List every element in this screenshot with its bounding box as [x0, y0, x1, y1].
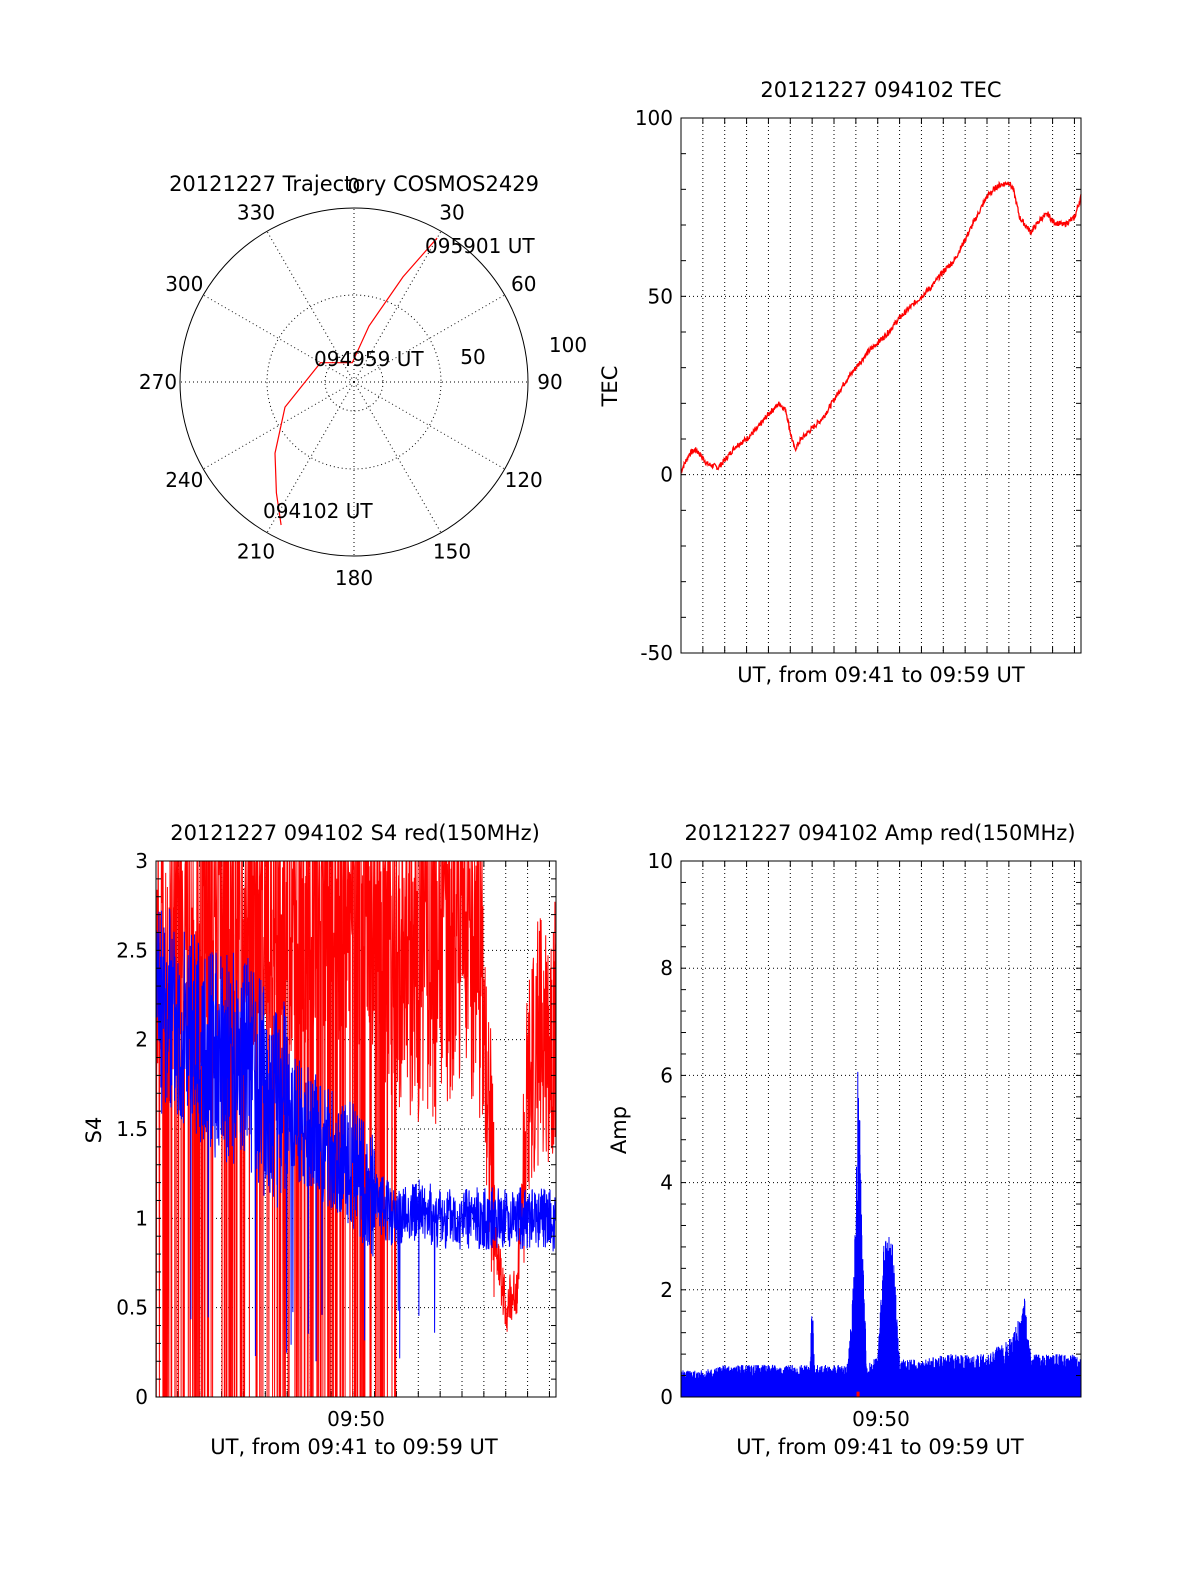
tec-plot-frame	[680, 117, 1082, 654]
polar-annotation-end: 095901 UT	[425, 234, 535, 258]
polar-ring	[266, 294, 442, 470]
s4-xlabel: UT, from 09:41 to 09:59 UT	[210, 1435, 498, 1459]
polar-spoke	[203, 381, 355, 470]
y-tick-label: -50	[640, 641, 673, 665]
polar-spoke	[353, 294, 505, 383]
tec-ylabel: TEC	[598, 366, 622, 408]
polar-angle-label: 90	[537, 370, 562, 394]
y-tick-label: 50	[648, 284, 673, 308]
y-tick-label: 100	[635, 106, 673, 130]
polar-angle-label: 210	[237, 540, 275, 564]
polar-angle-label: 330	[237, 200, 275, 224]
polar-angle-labels: 0 30 60 90 120 150 180 210 240 270 300 330	[139, 174, 563, 590]
y-tick-label: 2	[135, 1028, 148, 1052]
polar-spoke	[353, 231, 442, 383]
polar-panel: 20121227 Trajectory COSMOS2429 0 30 60 90 12…	[139, 172, 587, 590]
polar-spoke	[353, 381, 505, 470]
amp-blue-line	[680, 1071, 1082, 1397]
y-tick-label: 1	[135, 1206, 148, 1230]
y-tick-label: 3	[135, 849, 148, 873]
tec-xlabel: UT, from 09:41 to 09:59 UT	[737, 663, 1025, 687]
amp-title: 20121227 094102 Amp red(150MHz)	[684, 821, 1075, 845]
polar-annotation-middle: 094959 UT	[314, 347, 424, 371]
polar-title: 20121227 Trajectory COSMOS2429	[169, 172, 539, 196]
polar-radial-label-50: 50	[460, 345, 485, 369]
polar-spoke	[266, 231, 355, 383]
polar-spoke	[203, 294, 355, 383]
amp-blue-series	[680, 1071, 1082, 1397]
polar-radial-label-100: 100	[549, 333, 587, 357]
tec-y-ticks: 100 50 0 -50	[635, 106, 1081, 665]
polar-trajectory-line	[274, 237, 438, 526]
polar-angle-label: 270	[139, 370, 177, 394]
y-tick-label: 2.5	[116, 938, 148, 962]
amp-y-ticks: 10 8 6 4 2 0	[648, 849, 1081, 1409]
tec-panel: 20121227 094102 TEC 100 50 0 -50 TEC UT, fr…	[598, 78, 1082, 687]
y-tick-label: 0	[660, 1385, 673, 1409]
y-tick-label: 8	[660, 956, 673, 980]
amp-plot-frame	[680, 860, 1082, 1398]
polar-angle-label: 300	[165, 272, 203, 296]
y-tick-label: 10	[648, 849, 673, 873]
s4-blue-series	[155, 908, 557, 1362]
amp-ylabel: Amp	[607, 1106, 631, 1154]
polar-angle-label: 180	[335, 566, 373, 590]
amp-xtick-label: 09:50	[852, 1407, 910, 1431]
tec-series-line	[680, 180, 1082, 475]
s4-y-ticks: 3 2.5 2 1.5 1 0.5 0	[116, 849, 556, 1409]
polar-grid	[180, 208, 528, 556]
y-tick-label: 6	[660, 1063, 673, 1087]
tec-title: 20121227 094102 TEC	[760, 78, 1001, 102]
tec-grid	[681, 118, 1081, 653]
polar-angle-label: 0	[348, 174, 361, 198]
amp-panel: 20121227 094102 Amp red(150MHz) 1086420 …	[607, 821, 1082, 1459]
y-tick-label: 0.5	[116, 1296, 148, 1320]
s4-title: 20121227 094102 S4 red(150MHz)	[170, 821, 540, 845]
y-tick-label: 0	[135, 1385, 148, 1409]
s4-xtick-label: 09:50	[327, 1407, 385, 1431]
s4-blue-line	[155, 908, 557, 1362]
y-tick-label: 4	[660, 1171, 673, 1195]
y-tick-label: 1.5	[116, 1117, 148, 1141]
amp-xlabel: UT, from 09:41 to 09:59 UT	[736, 1435, 1024, 1459]
s4-ylabel: S4	[82, 1117, 106, 1144]
polar-angle-label: 60	[511, 272, 536, 296]
polar-angle-label: 120	[505, 468, 543, 492]
polar-annotation-start: 094102 UT	[263, 499, 373, 523]
y-tick-label: 2	[660, 1278, 673, 1302]
polar-spoke	[266, 381, 355, 533]
polar-angle-label: 240	[165, 468, 203, 492]
polar-angle-label: 150	[433, 540, 471, 564]
y-tick-label: 0	[660, 463, 673, 487]
polar-spoke	[353, 381, 442, 533]
polar-outer-circle	[179, 207, 529, 557]
polar-angle-label: 30	[439, 200, 464, 224]
s4-panel: 20121227 094102 S4 red(150MHz) 3 2.5 2 1.5 1…	[82, 821, 557, 1459]
